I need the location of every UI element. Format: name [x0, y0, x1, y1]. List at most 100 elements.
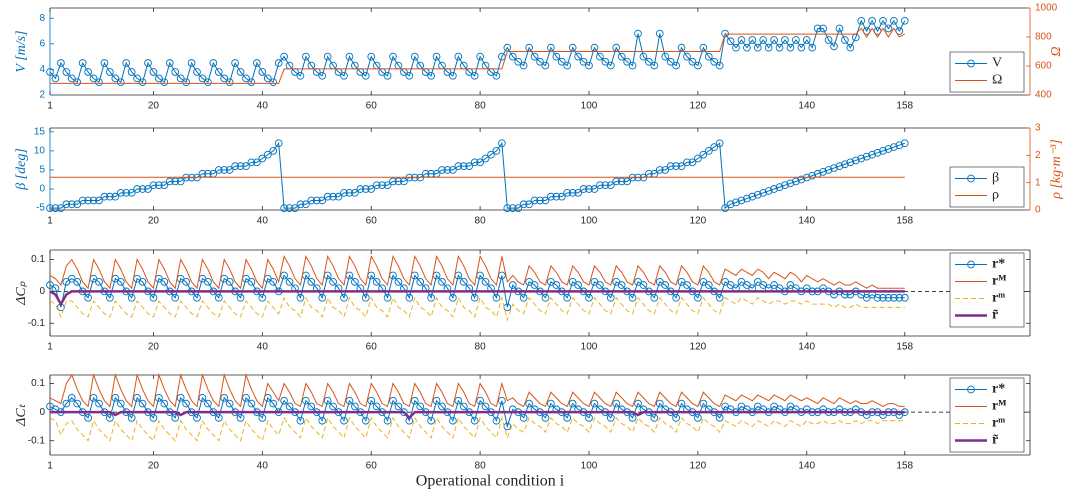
y-axis-label: ΔCₜ — [14, 403, 29, 427]
marker — [263, 74, 272, 83]
marker — [394, 402, 403, 411]
marker — [106, 68, 114, 76]
legend-label: ρ — [992, 188, 999, 203]
marker — [655, 166, 664, 174]
legend-marker — [967, 260, 975, 269]
marker — [67, 200, 76, 209]
x-tick-label: 120 — [690, 101, 707, 112]
y-tick-label: 0 — [39, 286, 45, 297]
x-tick-label: 120 — [690, 342, 707, 353]
marker — [138, 185, 147, 193]
marker — [541, 414, 550, 422]
marker — [514, 57, 523, 66]
x-tick-label: 80 — [475, 342, 487, 353]
marker — [481, 154, 490, 163]
marker — [508, 52, 517, 61]
marker — [214, 414, 223, 422]
series-line — [49, 254, 905, 290]
y-tick-label: 0.1 — [31, 378, 45, 389]
marker — [579, 57, 588, 66]
marker — [225, 278, 234, 286]
marker — [873, 293, 882, 302]
marker — [193, 68, 201, 76]
marker — [165, 59, 174, 67]
marker — [536, 57, 544, 66]
marker — [748, 36, 757, 44]
marker — [841, 36, 849, 44]
marker — [557, 57, 566, 66]
marker — [106, 414, 114, 422]
legend-label: Ω — [992, 73, 1002, 88]
marker — [67, 394, 76, 402]
marker — [694, 414, 702, 422]
marker — [617, 281, 626, 289]
marker — [563, 61, 572, 70]
marker — [253, 158, 261, 167]
marker — [704, 52, 713, 61]
legend-label: rᴹ — [992, 399, 1006, 414]
marker — [628, 414, 637, 422]
marker — [155, 181, 163, 190]
y-tick-label: 0.1 — [31, 254, 45, 265]
marker — [340, 71, 348, 80]
marker — [824, 36, 833, 44]
marker — [285, 204, 294, 212]
marker — [149, 68, 158, 76]
marker — [476, 158, 484, 167]
marker — [258, 154, 267, 163]
marker — [487, 150, 495, 159]
y-tick-label: 0 — [39, 407, 45, 418]
marker — [732, 198, 740, 207]
marker — [563, 188, 572, 197]
marker — [492, 147, 501, 155]
marker — [116, 78, 125, 87]
marker — [688, 158, 697, 167]
marker — [563, 414, 572, 422]
marker — [900, 139, 909, 148]
x-tick-label: 40 — [257, 101, 269, 112]
y2-tick-label: 400 — [1035, 90, 1052, 101]
marker — [536, 196, 544, 205]
series-line — [49, 19, 906, 84]
x-tick-label: 120 — [690, 461, 707, 472]
marker — [895, 141, 904, 150]
marker — [612, 177, 621, 186]
marker — [127, 414, 136, 422]
marker — [133, 74, 141, 83]
legend-box — [949, 166, 1025, 208]
marker — [367, 52, 376, 61]
marker — [340, 188, 348, 197]
marker — [89, 74, 98, 83]
marker — [606, 181, 615, 190]
marker — [95, 196, 103, 205]
marker — [721, 29, 729, 38]
x-tick-label: 60 — [366, 101, 378, 112]
marker — [84, 196, 92, 205]
marker — [617, 52, 626, 61]
marker — [699, 399, 708, 408]
x-tick-label: 60 — [366, 461, 378, 472]
marker — [819, 24, 827, 33]
marker — [857, 154, 866, 163]
marker — [242, 74, 250, 83]
marker — [383, 293, 392, 302]
y2-tick-label: 3 — [1035, 123, 1041, 134]
x-tick-label: 60 — [366, 342, 378, 353]
marker — [492, 416, 501, 425]
marker — [280, 204, 288, 212]
marker — [372, 278, 381, 286]
marker — [612, 399, 621, 408]
marker — [187, 59, 196, 67]
marker — [432, 52, 441, 61]
marker — [541, 196, 550, 205]
marker — [372, 181, 381, 190]
series-line — [49, 373, 905, 408]
marker — [476, 52, 484, 61]
marker — [596, 52, 604, 61]
marker — [851, 156, 860, 165]
marker — [62, 200, 71, 209]
marker — [672, 162, 680, 170]
marker — [879, 293, 887, 302]
marker — [247, 78, 256, 87]
marker — [835, 162, 844, 170]
